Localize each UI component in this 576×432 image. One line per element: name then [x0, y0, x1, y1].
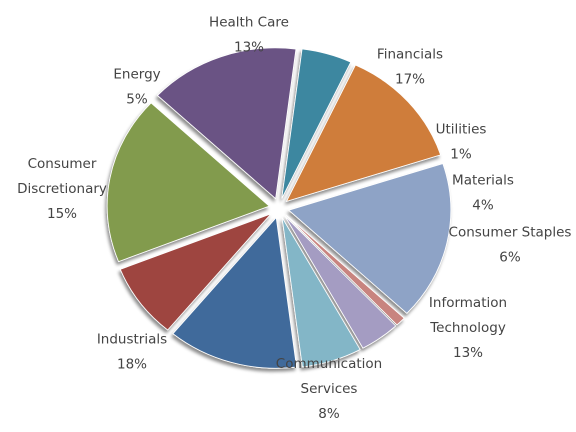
label-materials: Materials 4%: [452, 173, 514, 214]
slice-communication-services: [119, 213, 272, 331]
label-financials: Financials 17%: [377, 47, 443, 88]
slice-consumer-staples: [281, 217, 361, 368]
slice-information-technology: [172, 216, 297, 369]
slice-materials: [284, 215, 397, 349]
pie-labels: Financials 17% Utilities 1% Materials 4% Consu…: [17, 15, 571, 423]
slice-financials: [287, 163, 452, 314]
slice-industrials: [106, 102, 270, 263]
label-industrials: Industrials 18%: [97, 332, 167, 373]
label-information-technology: Information Technology 13%: [429, 295, 507, 361]
label-health-care: Health Care 13%: [209, 15, 289, 56]
slice-energy: [281, 48, 352, 199]
label-energy: Energy 5%: [113, 67, 160, 108]
slice-health-care: [285, 64, 442, 203]
label-communication-services: Communication Services 8%: [276, 356, 382, 422]
label-consumer-discretionary: Consumer Discretionary 15%: [17, 156, 107, 222]
slice-utilities: [285, 214, 405, 326]
slice-consumer-discretionary: [156, 47, 297, 200]
label-utilities: Utilities 1%: [436, 122, 487, 163]
label-consumer-staples: Consumer Staples 6%: [449, 225, 572, 266]
pie-slices: [106, 47, 452, 369]
